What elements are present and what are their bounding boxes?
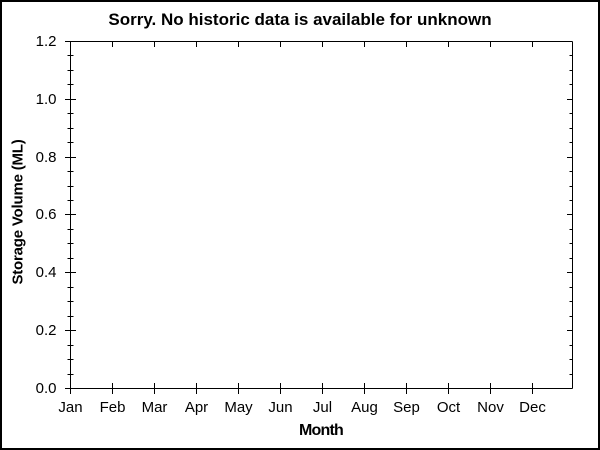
- svg-text:May: May: [224, 399, 253, 416]
- svg-text:1.2: 1.2: [36, 33, 57, 50]
- svg-text:Jan: Jan: [58, 399, 82, 416]
- svg-text:Jul: Jul: [313, 399, 332, 416]
- svg-text:Dec: Dec: [519, 399, 546, 416]
- svg-text:Mar: Mar: [142, 399, 168, 416]
- svg-text:0.8: 0.8: [36, 149, 57, 166]
- svg-text:0.0: 0.0: [36, 380, 57, 397]
- svg-text:1.0: 1.0: [36, 91, 57, 108]
- svg-text:Sorry. No historic data is ava: Sorry. No historic data is available for…: [108, 10, 491, 29]
- svg-text:0.2: 0.2: [36, 322, 57, 339]
- svg-text:Apr: Apr: [185, 399, 208, 416]
- svg-text:0.6: 0.6: [36, 206, 57, 223]
- svg-text:Sep: Sep: [393, 399, 420, 416]
- svg-text:Jun: Jun: [268, 399, 292, 416]
- svg-text:Feb: Feb: [100, 399, 126, 416]
- svg-text:Oct: Oct: [437, 399, 461, 416]
- svg-text:Month: Month: [299, 422, 343, 439]
- svg-text:0.4: 0.4: [36, 264, 57, 281]
- svg-text:Storage Volume (ML): Storage Volume (ML): [10, 139, 27, 284]
- svg-text:Nov: Nov: [477, 399, 504, 416]
- svg-text:Aug: Aug: [351, 399, 378, 416]
